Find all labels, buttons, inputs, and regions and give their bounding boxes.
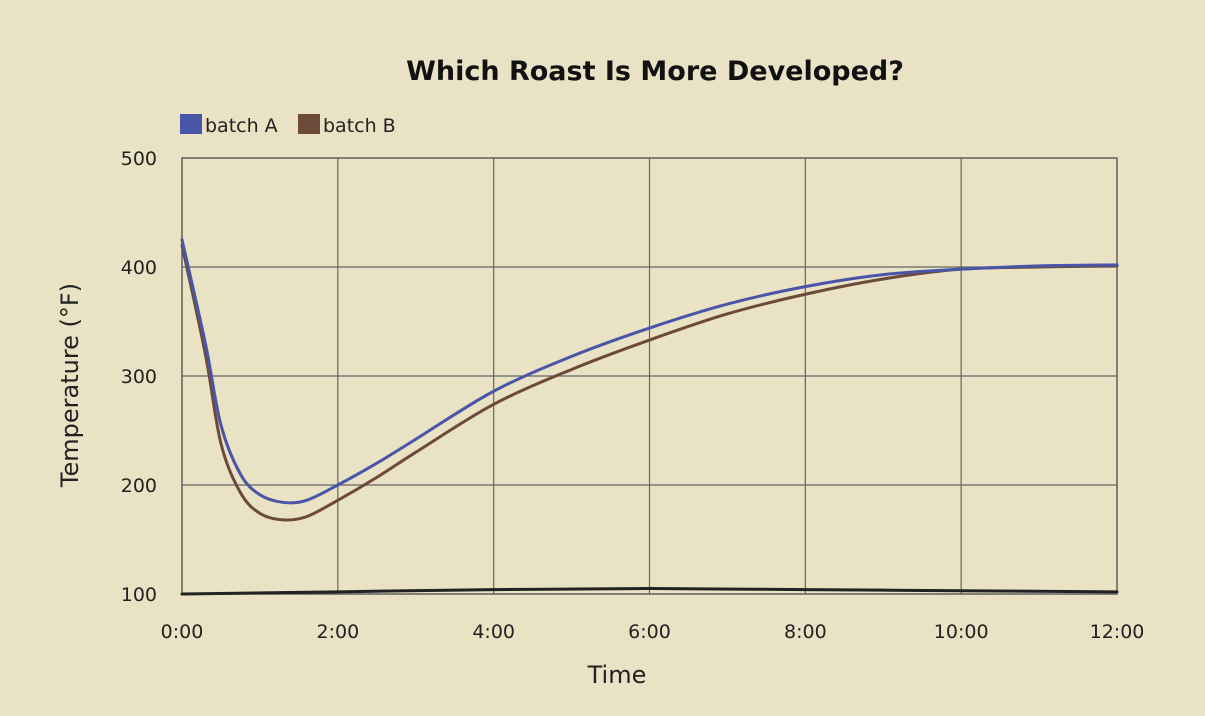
legend-label-batch-b: batch B bbox=[323, 115, 396, 137]
series-line-batch-b bbox=[180, 243, 1119, 522]
chart-title: Which Roast Is More Developed? bbox=[406, 56, 904, 87]
gridlines bbox=[182, 158, 1117, 594]
legend-label-batch-a: batch A bbox=[205, 115, 278, 137]
y-tick-label: 100 bbox=[121, 584, 157, 606]
legend: batch A batch B bbox=[180, 114, 396, 137]
x-tick-label: 2:00 bbox=[316, 621, 359, 643]
series-line-batch-a bbox=[180, 238, 1119, 505]
y-tick-label: 400 bbox=[121, 257, 157, 279]
y-tick-label: 500 bbox=[121, 148, 157, 170]
x-tick-label: 12:00 bbox=[1090, 621, 1145, 643]
x-tick-label: 6:00 bbox=[628, 621, 671, 643]
y-axis-title: Temperature (°F) bbox=[56, 283, 84, 488]
x-tick-label: 0:00 bbox=[161, 621, 204, 643]
series-lines bbox=[180, 238, 1119, 596]
x-axis-title: Time bbox=[587, 661, 647, 689]
y-tick-label: 200 bbox=[121, 475, 157, 497]
series-line-baseline bbox=[180, 587, 1119, 596]
legend-swatch-batch-a bbox=[180, 114, 202, 134]
y-tick-label: 300 bbox=[121, 366, 157, 388]
legend-swatch-batch-b bbox=[298, 114, 320, 134]
y-axis-ticks: 100 200 300 400 500 bbox=[121, 148, 157, 606]
x-tick-label: 10:00 bbox=[934, 621, 989, 643]
plot-frame bbox=[181, 157, 1118, 595]
x-axis-ticks: 0:00 2:00 4:00 6:00 8:00 10:00 12:00 bbox=[161, 621, 1145, 643]
x-tick-label: 4:00 bbox=[472, 621, 515, 643]
x-tick-label: 8:00 bbox=[784, 621, 827, 643]
